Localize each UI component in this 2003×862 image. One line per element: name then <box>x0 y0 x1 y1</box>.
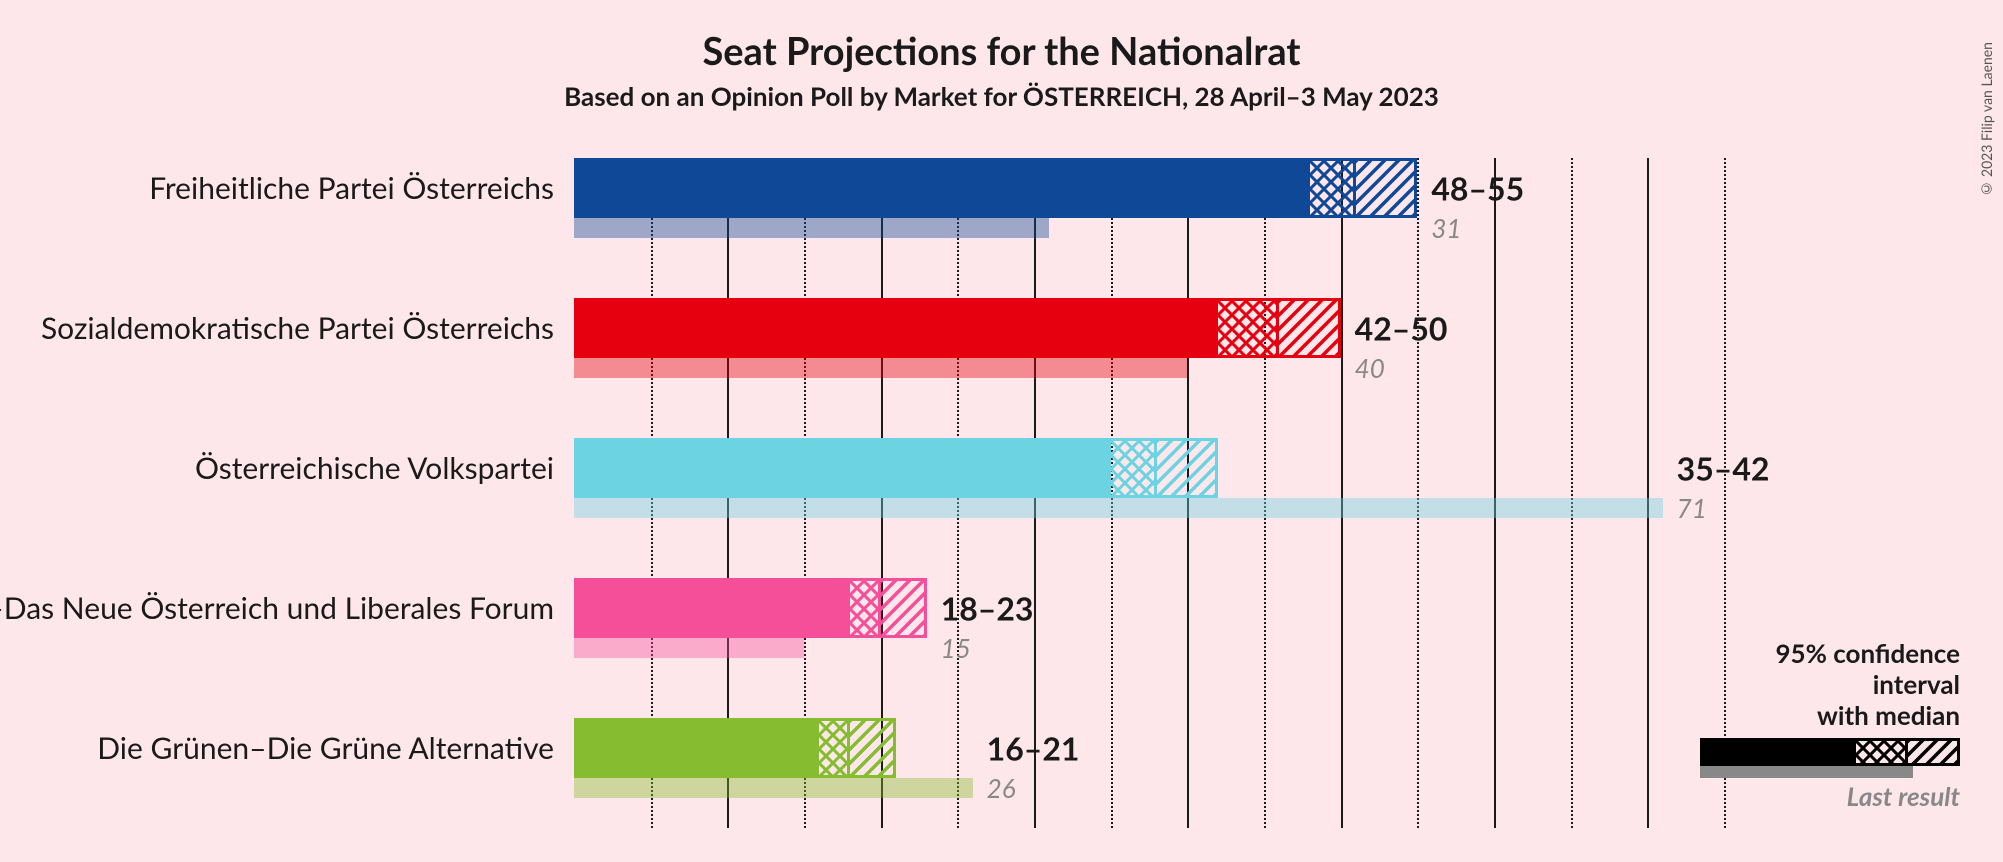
projection-bar-diagonal <box>1157 438 1218 498</box>
last-result-bar <box>574 218 1049 238</box>
projection-bar-solid <box>574 718 819 778</box>
last-result-bar <box>574 358 1187 378</box>
legend: 95% confidence interval with median Last… <box>1700 638 1960 812</box>
projection-bar-diagonal <box>1279 298 1340 358</box>
projection-bar-crosshatch <box>1111 438 1157 498</box>
party-row: NEOS–Das Neue Österreich und Liberales F… <box>574 578 1724 688</box>
last-result-bar <box>574 778 973 798</box>
chart-subtitle: Based on an Opinion Poll by Market for Ö… <box>0 80 2003 112</box>
legend-crosshatch-segment <box>1856 738 1908 766</box>
copyright-notice: © 2023 Filip van Laenen <box>1978 42 1995 198</box>
projection-range-label: 48–55 <box>1431 169 1524 208</box>
projection-bar-solid <box>574 298 1218 358</box>
party-name-label: Österreichische Volkspartei <box>195 450 554 486</box>
projection-bar-crosshatch <box>1218 298 1279 358</box>
legend-last-result-label: Last result <box>1700 780 1960 812</box>
party-row: Österreichische Volkspartei35–4271 <box>574 438 1724 548</box>
projection-range-label: 16–21 <box>987 729 1080 768</box>
party-name-label: Sozialdemokratische Partei Österreichs <box>41 310 554 346</box>
projection-bar-solid <box>574 438 1111 498</box>
last-result-label: 15 <box>941 632 971 664</box>
party-name-label: NEOS–Das Neue Österreich und Liberales F… <box>0 590 554 626</box>
chart-plot-area: Freiheitliche Partei Österreichs48–5531S… <box>574 158 1724 828</box>
legend-bar <box>1700 738 1960 778</box>
last-result-bar <box>574 498 1663 518</box>
last-result-label: 31 <box>1431 212 1461 244</box>
legend-title-line1: 95% confidence interval <box>1700 638 1960 700</box>
projection-bar-solid <box>574 158 1310 218</box>
projection-range-label: 18–23 <box>941 589 1034 628</box>
projection-bar-crosshatch <box>819 718 850 778</box>
projection-bar-diagonal <box>881 578 927 638</box>
legend-title-line2: with median <box>1700 700 1960 731</box>
party-name-label: Freiheitliche Partei Österreichs <box>149 170 554 206</box>
projection-bar-crosshatch <box>850 578 881 638</box>
legend-diagonal-segment <box>1908 738 1960 766</box>
last-result-label: 26 <box>987 772 1016 804</box>
party-name-label: Die Grünen–Die Grüne Alternative <box>97 730 554 766</box>
projection-range-label: 35–42 <box>1677 449 1770 488</box>
legend-last-result-bar <box>1700 766 1913 778</box>
party-row: Die Grünen–Die Grüne Alternative16–2126 <box>574 718 1724 828</box>
projection-range-label: 42–50 <box>1355 309 1448 348</box>
last-result-label: 71 <box>1677 492 1707 524</box>
chart-title: Seat Projections for the Nationalrat <box>0 28 2003 74</box>
last-result-label: 40 <box>1355 352 1385 384</box>
projection-bar-diagonal <box>1356 158 1417 218</box>
party-row: Sozialdemokratische Partei Österreichs42… <box>574 298 1724 408</box>
party-row: Freiheitliche Partei Österreichs48–5531 <box>574 158 1724 268</box>
projection-bar-diagonal <box>850 718 896 778</box>
last-result-bar <box>574 638 804 658</box>
projection-bar-solid <box>574 578 850 638</box>
projection-bar-crosshatch <box>1310 158 1356 218</box>
legend-solid-segment <box>1700 738 1856 766</box>
